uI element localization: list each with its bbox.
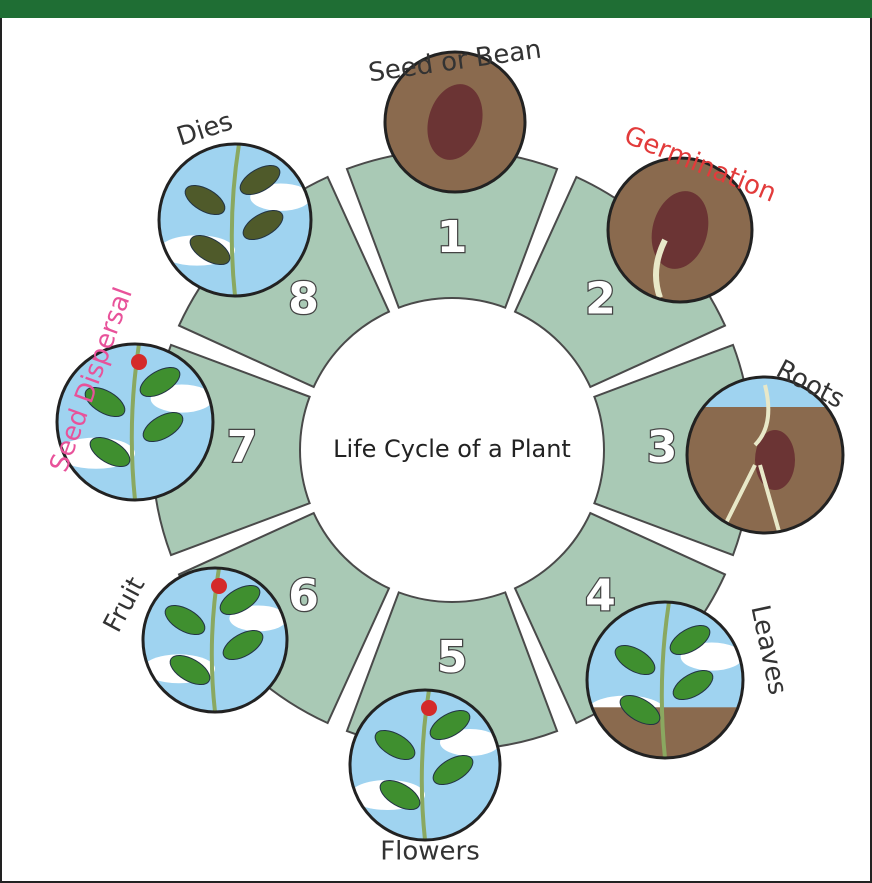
stage-number: 2 [585,274,616,325]
stage-number: 4 [585,570,616,621]
stage-number: 7 [227,422,258,473]
flower [421,700,437,716]
stage-number: 6 [288,570,319,621]
diagram-title: Life Cycle of a Plant [333,435,571,463]
stage-label: Flowers [380,837,480,867]
stage-number: 1 [437,212,468,263]
stage-number: 5 [437,632,468,683]
stage-picture [143,568,287,712]
stage-number: 3 [647,422,678,473]
stage-number: 8 [288,274,319,325]
stage-picture [350,690,500,840]
header-bar [0,0,872,18]
life-cycle-diagram: Life Cycle of a Plant 1Seed or Bean2Germ… [0,0,872,883]
flower [131,354,147,370]
stage-picture [159,144,311,296]
flower [211,578,227,594]
